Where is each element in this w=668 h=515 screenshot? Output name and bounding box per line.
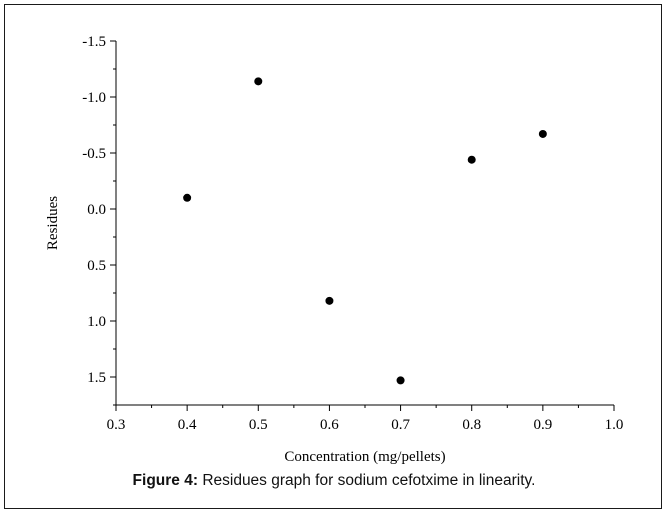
data-point [183, 193, 192, 202]
figure-frame [4, 4, 662, 509]
data-point [538, 129, 547, 138]
x-tick-label: 0.4 [178, 417, 197, 433]
caption-label: Figure 4: [132, 472, 198, 489]
y-tick-label: -1.0 [82, 90, 106, 106]
figure-caption: Figure 4: Residues graph for sodium cefo… [0, 472, 668, 490]
x-tick-label: 0.7 [391, 417, 410, 433]
caption-text: Residues graph for sodium cefotxime in l… [202, 472, 536, 489]
x-tick-label: 1.0 [605, 417, 624, 433]
y-tick-label: -1.5 [82, 34, 106, 50]
x-axis-label: Concentration (mg/pellets) [284, 449, 445, 465]
data-point [396, 376, 405, 385]
x-tick-label: 0.3 [107, 417, 126, 433]
y-tick-label: 1.0 [87, 314, 106, 330]
x-tick-label: 0.5 [249, 417, 268, 433]
data-point [467, 155, 476, 164]
y-axis-label: Residues [45, 196, 61, 250]
data-point [254, 77, 263, 86]
data-point [325, 296, 334, 305]
x-tick-label: 0.9 [533, 417, 552, 433]
x-tick-label: 0.6 [320, 417, 339, 433]
plot-area: 0.3 0.4 0.5 0.6 0.7 0.8 0.9 1.0 -1.5 -1.0 -0.5 0.0 0… [45, 34, 623, 465]
x-tick-label: 0.8 [462, 417, 481, 433]
y-tick-label: -0.5 [82, 146, 106, 162]
y-tick-label: 0.5 [87, 258, 106, 274]
y-tick-label: 0.0 [87, 202, 106, 218]
scatter-chart: 0.3 0.4 0.5 0.6 0.7 0.8 0.9 1.0 -1.5 -1.0 -0.5 0.0 0… [45, 34, 623, 465]
y-tick-label: 1.5 [87, 370, 106, 386]
